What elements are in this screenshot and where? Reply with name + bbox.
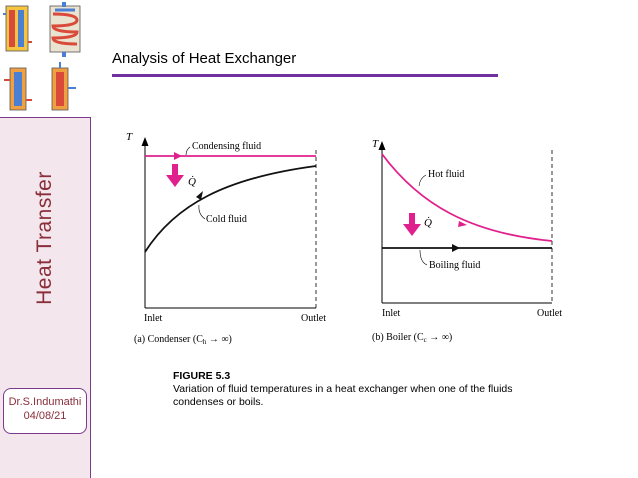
figure-caption-text: Variation of fluid temperatures in a hea…	[173, 383, 513, 408]
panel-b-caption: (b) Boiler (Cc → ∞)	[372, 332, 452, 344]
panel-b-heat-arrow-shaft	[409, 213, 415, 225]
panel-b-boiling-label: Boiling fluid	[429, 260, 480, 271]
panel-a-cold-fluid-curve	[144, 165, 317, 253]
figure-number: FIGURE 5.3	[173, 370, 231, 382]
panel-a-heat-arrow-shaft	[172, 164, 178, 176]
panel-b-q-label: Q̇	[424, 217, 432, 229]
panel-a-caption: (a) Condenser (Ch → ∞)	[134, 334, 232, 346]
panel-a-heat-arrow-head	[166, 175, 184, 187]
panel-b-y-label: T	[372, 138, 379, 150]
panel-a-q-label: Q̇	[188, 176, 196, 188]
panel-b-boiling-arrow	[452, 244, 460, 252]
panel-b-hot-arrow	[458, 221, 467, 227]
panel-b-hot-leader	[418, 174, 427, 187]
panel-a-cold-arrow	[196, 191, 203, 200]
panel-b-y-arrowhead	[378, 141, 386, 150]
title-underline	[112, 74, 498, 77]
panel-b-boiling-leader	[419, 249, 428, 266]
panel-a-y-arrowhead	[141, 137, 149, 146]
panel-b-inlet-label: Inlet	[382, 308, 401, 319]
exchanger-illustrations-icon	[3, 2, 81, 111]
author-box: Dr.S.Indumathi 04/08/21	[3, 388, 87, 434]
figure-caption: FIGURE 5.3 Variation of fluid temperatur…	[173, 370, 513, 409]
author-name: Dr.S.Indumathi	[8, 396, 82, 408]
panel-b-heat-arrow-head	[403, 224, 421, 236]
panel-a-condenser: T Condensing fluid Cold fluid Q̇ Inlet O…	[126, 131, 326, 346]
heat-exchanger-thumbnails	[0, 0, 91, 118]
panel-b-outlet-label: Outlet	[537, 308, 562, 319]
panel-a-outlet-label: Outlet	[301, 313, 326, 324]
panel-b-boiler: T Hot fluid Boiling fluid Q̇ Inlet Outle…	[372, 138, 562, 344]
panel-b-hot-fluid-curve	[381, 153, 553, 242]
panel-b-hot-label: Hot fluid	[428, 169, 464, 180]
panel-a-condensing-label: Condensing fluid	[192, 141, 261, 152]
sidebar: Heat Transfer Dr.S.Indumathi 04/08/21	[0, 0, 91, 478]
panel-a-cold-leader	[198, 204, 206, 220]
panel-a-y-label: T	[126, 131, 133, 143]
panel-a-inlet-label: Inlet	[144, 313, 163, 324]
panel-a-condensing-leader	[185, 146, 191, 156]
panel-a-condensing-arrow	[174, 152, 182, 160]
slide-date: 04/08/21	[23, 410, 67, 422]
panel-a-cold-label: Cold fluid	[206, 214, 247, 225]
slide-title: Analysis of Heat Exchanger	[112, 50, 297, 67]
